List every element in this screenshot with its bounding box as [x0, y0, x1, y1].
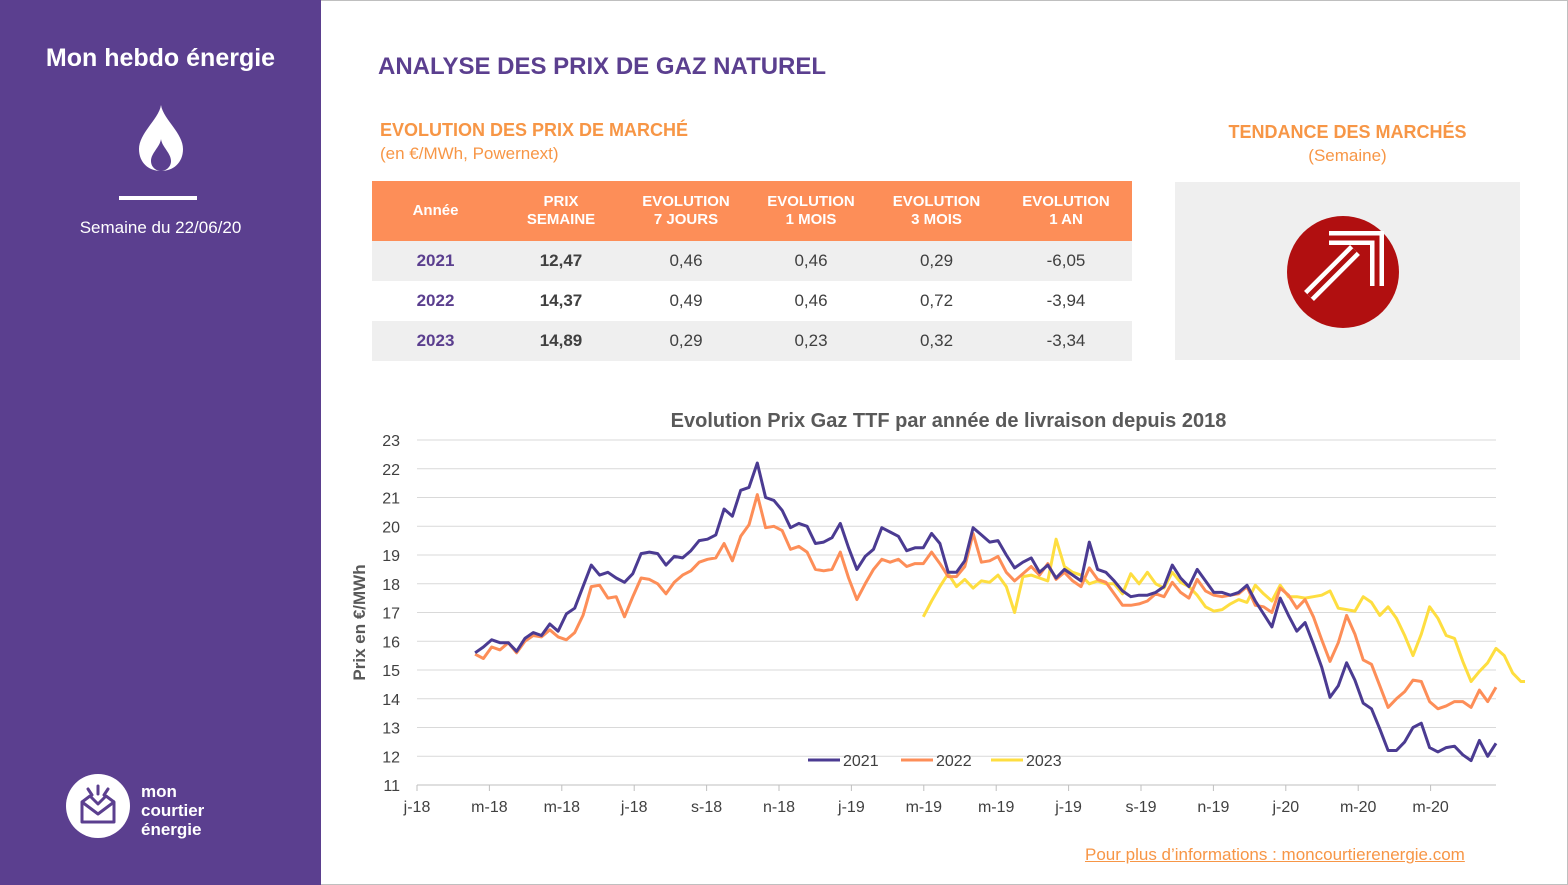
- table-row: 2021 12,47 0,46 0,46 0,29 -6,05: [372, 241, 1132, 281]
- brand-logo-icon: [66, 774, 130, 838]
- arrow-up-right-icon: [1287, 216, 1399, 328]
- series-line-2023: [921, 537, 1525, 683]
- table-cell: 2022: [416, 291, 455, 310]
- y-tick-label: 13: [382, 721, 400, 738]
- y-tick-label: 17: [382, 606, 400, 623]
- table-cell: 14,89: [499, 321, 623, 361]
- table-cell: -6,05: [1000, 241, 1132, 281]
- table-cell: 2023: [372, 321, 499, 361]
- column-header: EVOLUTION 3 MOIS: [873, 181, 1000, 241]
- y-tick-label: 14: [382, 692, 400, 709]
- column-header: EVOLUTION 7 JOURS: [623, 181, 749, 241]
- price-table: Année PRIX SEMAINE EVOLUTION 7 JOURS EVO…: [372, 181, 1132, 361]
- table-cell: 0,46: [749, 241, 873, 281]
- y-tick-label: 11: [383, 778, 400, 795]
- series-line-2021: [474, 461, 1498, 763]
- x-tick-label: s-18: [691, 799, 722, 816]
- x-tick-label: j-18: [403, 799, 431, 816]
- x-tick-label: m-20: [1340, 799, 1377, 816]
- column-header: EVOLUTION 1 AN: [1000, 181, 1132, 241]
- table-row: 2023 14,89 0,29 0,23 0,32 -3,34: [372, 321, 1132, 361]
- table-cell: 0,72: [919, 291, 954, 310]
- table-cell: 12,47: [499, 241, 623, 281]
- legend-label: 2021: [843, 753, 879, 770]
- table-cell: 14,37: [539, 291, 583, 310]
- website-link[interactable]: Pour plus d’informations : moncourtieren…: [1085, 845, 1465, 864]
- x-tick-label: j-18: [620, 799, 648, 816]
- flame-icon: [139, 105, 183, 171]
- y-tick-label: 18: [382, 577, 400, 594]
- table-cell: 0,29: [623, 321, 749, 361]
- table-cell: -3,34: [1000, 321, 1132, 361]
- legend-label: 2023: [1026, 753, 1062, 770]
- x-tick-label: j-19: [1054, 799, 1082, 816]
- x-tick-label: m-18: [544, 799, 581, 816]
- table-cell: -3,94: [1046, 291, 1086, 310]
- x-tick-label: j-20: [1271, 799, 1299, 816]
- column-header: Année: [372, 181, 499, 241]
- y-tick-label: 15: [382, 663, 400, 680]
- column-header: PRIX SEMAINE: [499, 181, 623, 241]
- y-tick-label: 20: [382, 519, 400, 536]
- y-tick-label: 16: [382, 634, 400, 651]
- table-cell: 0,46: [623, 241, 749, 281]
- table-cell: 0,29: [873, 241, 1000, 281]
- x-tick-label: n-18: [763, 799, 795, 816]
- y-tick-label: 19: [382, 548, 400, 565]
- trend-title: TENDANCE DES MARCHÉS: [1228, 122, 1467, 142]
- x-tick-label: m-19: [906, 799, 943, 816]
- y-tick-label: 23: [382, 433, 400, 450]
- y-tick-label: 22: [382, 462, 400, 479]
- column-header: EVOLUTION 1 MOIS: [749, 181, 873, 241]
- table-cell: 0,46: [794, 291, 828, 310]
- x-tick-label: n-19: [1197, 799, 1229, 816]
- table-cell: 2021: [372, 241, 499, 281]
- table-cell: 0,49: [669, 291, 703, 310]
- legend-label: 2022: [936, 753, 972, 770]
- x-tick-label: m-20: [1412, 799, 1449, 816]
- brand-name: mon courtier énergie: [141, 782, 205, 839]
- table-cell: 0,23: [749, 321, 873, 361]
- table-row: 2022 14,37 0,49 0,46 0,72 -3,94: [372, 281, 1132, 321]
- x-tick-label: m-18: [471, 799, 508, 816]
- trend-panel: [1175, 182, 1520, 360]
- x-tick-label: j-19: [837, 799, 865, 816]
- week-label: Semaine du 22/06/20: [79, 218, 242, 237]
- page-title: ANALYSE DES PRIX DE GAZ NATUREL: [378, 53, 827, 80]
- chart-title: Evolution Prix Gaz TTF par année de livr…: [670, 410, 1227, 432]
- sidebar-divider: [119, 196, 197, 200]
- table-cell: 0,32: [873, 321, 1000, 361]
- x-tick-label: m-19: [978, 799, 1015, 816]
- x-tick-label: s-19: [1125, 799, 1156, 816]
- sidebar: Mon hebdo énergie Semaine du 22/06/20 mo…: [0, 0, 321, 885]
- trend-subtitle: (Semaine): [1308, 146, 1387, 165]
- table-header-row: Année PRIX SEMAINE EVOLUTION 7 JOURS EVO…: [372, 181, 1132, 241]
- market-section-title: EVOLUTION DES PRIX DE MARCHÉ: [380, 120, 689, 140]
- y-tick-label: 12: [382, 749, 400, 766]
- sidebar-title: Mon hebdo énergie: [45, 44, 276, 72]
- market-section-subtitle: (en €/MWh, Powernext): [380, 144, 559, 163]
- series-line-2022: [474, 493, 1498, 711]
- y-axis-label: Prix en €/MWh: [350, 564, 369, 680]
- y-tick-label: 21: [382, 491, 400, 508]
